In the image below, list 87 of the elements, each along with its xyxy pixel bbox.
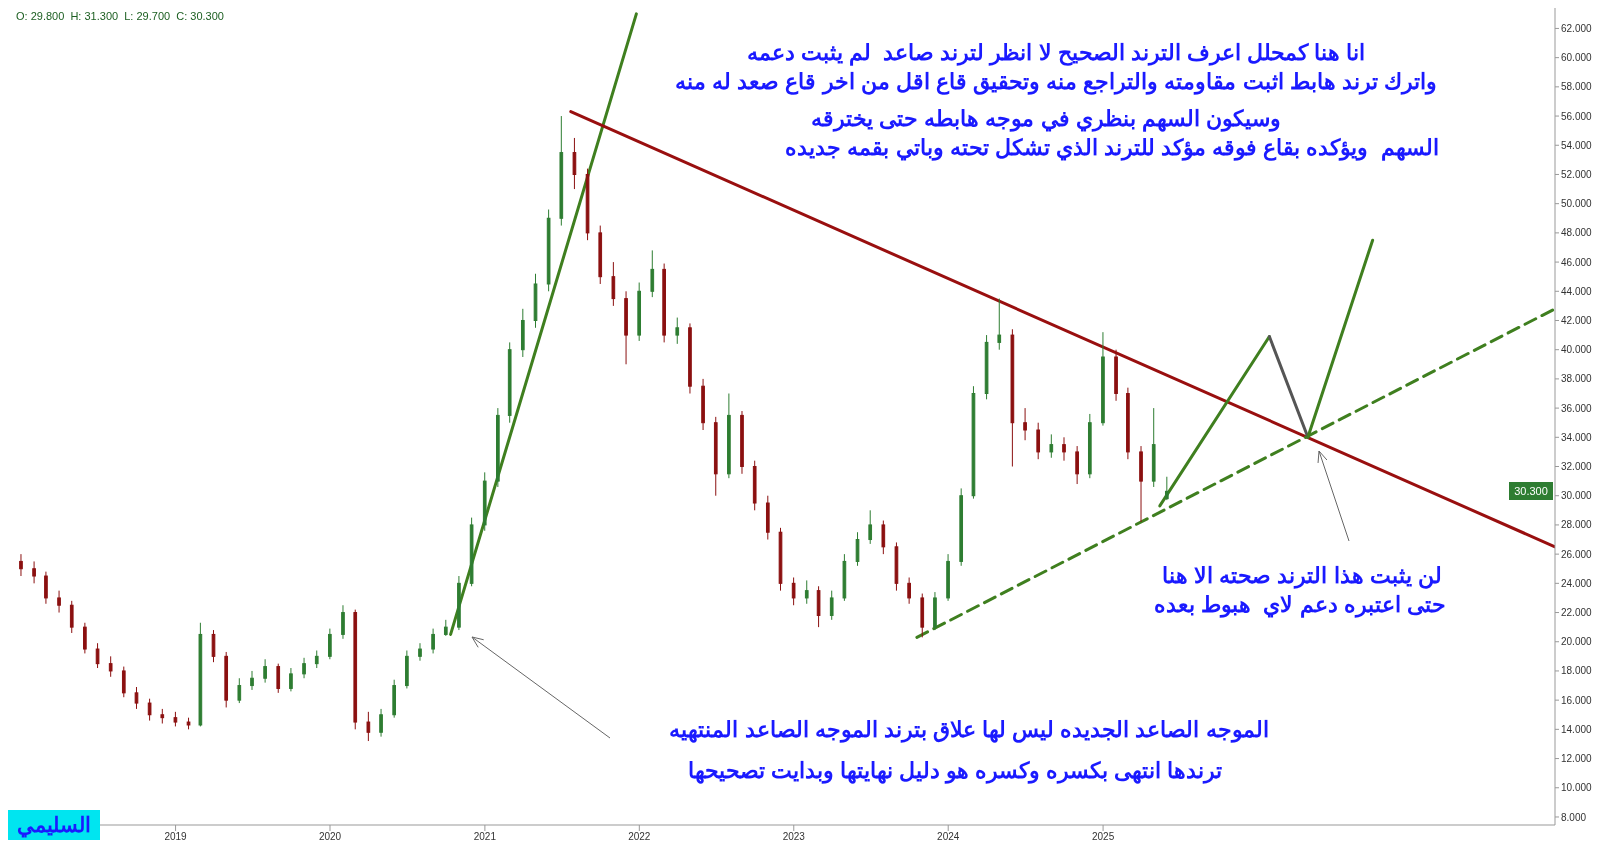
annotation: حتى اعتبره دعم لاي هبوط بعده: [1154, 592, 1446, 618]
y-tick-label: 42.000: [1561, 315, 1593, 327]
candlestick: [675, 317, 680, 345]
y-tick-label: 20.000: [1561, 636, 1593, 648]
y-tick-label: 58.000: [1561, 81, 1593, 93]
y-tick-label: 28.000: [1561, 519, 1593, 531]
candlestick: [1075, 445, 1079, 485]
x-tick-label: 2022: [628, 831, 651, 843]
candlestick: [44, 571, 48, 605]
candlestick: [379, 708, 383, 738]
candlestick: [868, 509, 873, 545]
candlestick: [1023, 407, 1027, 441]
candlestick: [302, 657, 306, 679]
candlestick: [418, 642, 422, 662]
annotation: السليمي: [8, 810, 100, 840]
candlestick: [328, 628, 332, 660]
candlestick: [1165, 476, 1169, 501]
x-tick-label: 2024: [937, 831, 960, 843]
candlestick: [263, 658, 267, 684]
annotation: انا هنا كمحلل اعرف الترند الصحيح لا انظر لترند صاعد لم يثبت دعمه: [746, 40, 1366, 66]
y-tick-label: 10.000: [1561, 782, 1593, 794]
annotation: ترندها انتهى بكسره وكسره هو دليل نهايتها وبدايت تصحيحها: [687, 758, 1223, 784]
y-tick-label: 24.000: [1561, 577, 1593, 589]
y-tick-label: 46.000: [1561, 256, 1593, 268]
annotation: وسيكون السهم بنظري في موجه هابطه حتى يخترقه: [811, 106, 1281, 132]
y-tick-label: 8.000: [1561, 811, 1587, 823]
candlestick: [650, 249, 655, 298]
candlestick: [829, 590, 834, 621]
candlestick: [1062, 436, 1066, 462]
candlestick: [57, 590, 61, 614]
annotation: واترك ترند هابط اثبت مقاومته والتراجع منه وتحقيق قاع اقل من اخر قاع صعد له منه: [675, 69, 1437, 95]
candlestick: [134, 686, 139, 710]
annotation: الموجه الصاعد الجديده ليس لها علاق بترند الموجه الصاعد المنتهيه: [669, 717, 1269, 743]
y-tick-label: 36.000: [1561, 402, 1593, 414]
candlestick: [366, 711, 371, 742]
annotation: السهم ويؤكده بقاع فوقه مؤكد للترند الذي تشكل تحته وباتي بقمه جديده: [785, 135, 1439, 161]
candlestick: [1049, 433, 1054, 459]
y-tick-label: 30.000: [1561, 490, 1593, 502]
candlestick: [108, 655, 113, 678]
y-tick-label: 52.000: [1561, 169, 1593, 181]
candlestick: [147, 698, 152, 722]
candlestick: [19, 553, 23, 577]
x-tick-label: 2025: [1091, 831, 1115, 843]
y-tick-label: 32.000: [1561, 461, 1593, 473]
candlestick: [83, 622, 87, 654]
y-tick-label: 44.000: [1561, 285, 1593, 297]
y-tick-label: 22.000: [1561, 607, 1593, 619]
candlestick: [289, 667, 293, 692]
y-tick-label: 62.000: [1561, 22, 1593, 34]
candlestick: [855, 531, 860, 567]
candlestick: [69, 600, 74, 634]
x-tick-label: 2021: [473, 831, 497, 843]
candlestick: [237, 677, 242, 704]
candlestick: [341, 604, 345, 640]
x-tick-label: 2020: [318, 831, 342, 843]
candlestick: [804, 579, 809, 605]
y-tick-label: 14.000: [1561, 723, 1593, 735]
candlestick: [997, 298, 1002, 351]
y-tick-label: 38.000: [1561, 373, 1593, 385]
candlestick: [431, 628, 435, 654]
y-tick-label: 56.000: [1561, 110, 1593, 122]
x-tick-label: 2023: [782, 831, 806, 843]
candlestick: [572, 137, 577, 190]
candlestick: [121, 666, 126, 698]
price-tag: 30.300: [1509, 482, 1553, 500]
y-tick-label: 18.000: [1561, 665, 1593, 677]
y-tick-label: 54.000: [1561, 139, 1593, 151]
y-tick-label: 34.000: [1561, 431, 1593, 443]
annotation: لن يثبت هذا الترند صحته الا هنا: [1162, 563, 1442, 589]
x-tick-label: 2019: [164, 831, 188, 843]
candlestick: [791, 576, 796, 606]
annotation: O: 29.800 H: 31.300 L: 29.700 C: 30.300: [16, 10, 224, 22]
y-tick-label: 60.000: [1561, 52, 1593, 64]
candlestick: [32, 560, 36, 584]
candlestick: [250, 670, 254, 691]
y-tick-label: 40.000: [1561, 344, 1593, 356]
candlestick: [881, 520, 886, 555]
candlestick: [1036, 422, 1041, 460]
candlestick: [611, 261, 616, 307]
y-tick-label: 50.000: [1561, 198, 1593, 210]
y-tick-label: 16.000: [1561, 694, 1593, 706]
candlestick: [95, 642, 100, 669]
candlestick: [907, 576, 911, 605]
y-tick-label: 48.000: [1561, 227, 1593, 239]
candlestick: [276, 663, 281, 694]
y-tick-label: 26.000: [1561, 548, 1593, 560]
y-tick-label: 12.000: [1561, 753, 1593, 765]
